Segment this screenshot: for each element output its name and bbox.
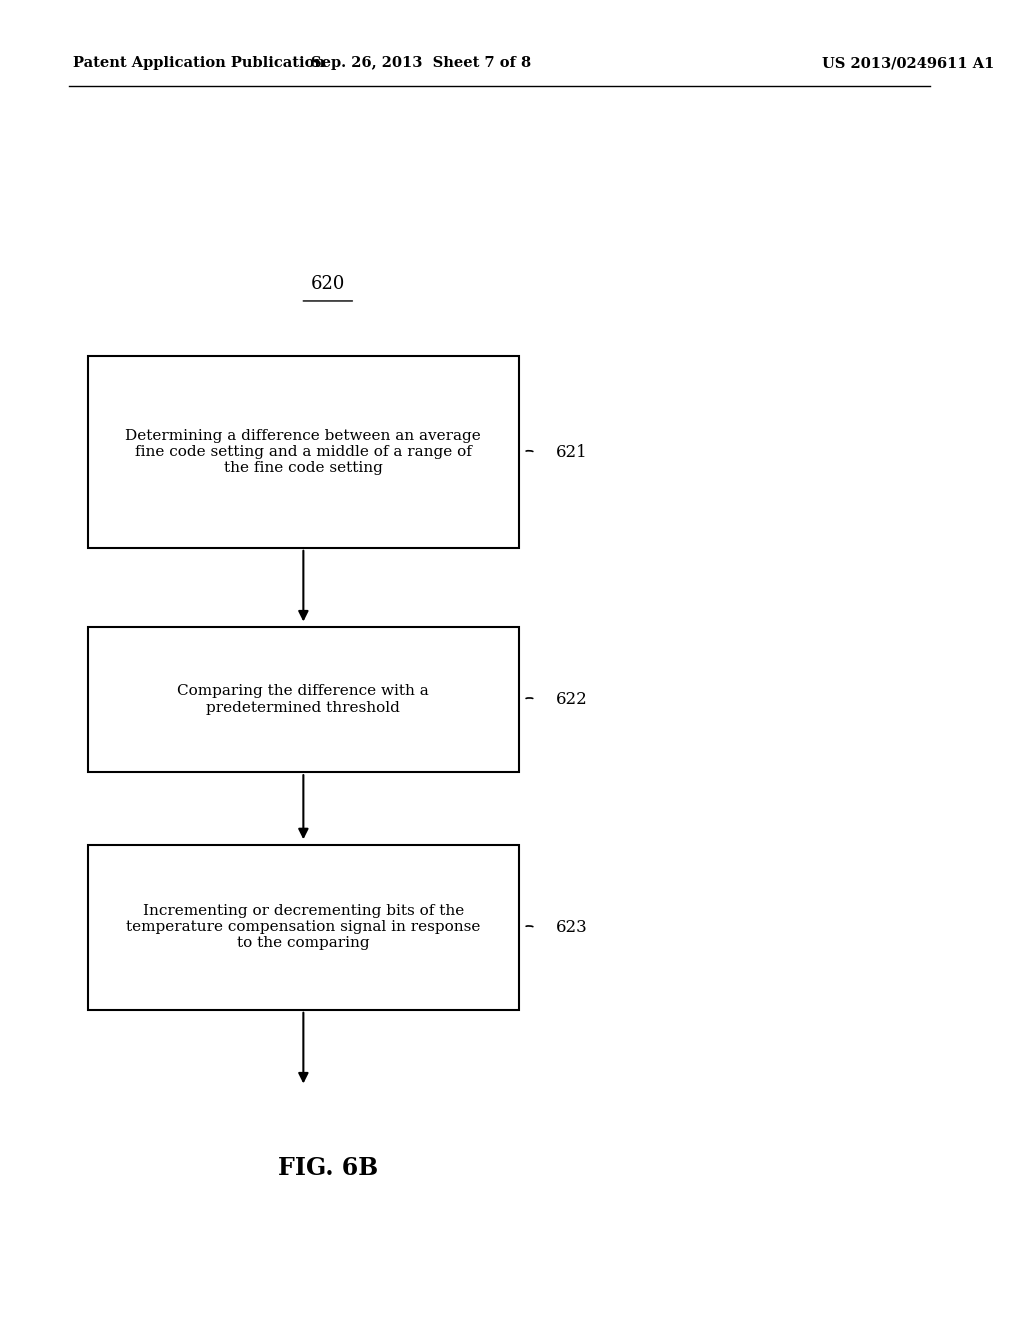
FancyBboxPatch shape bbox=[88, 845, 519, 1010]
Text: FIG. 6B: FIG. 6B bbox=[278, 1156, 378, 1180]
Text: 621: 621 bbox=[556, 445, 588, 461]
Text: Patent Application Publication: Patent Application Publication bbox=[74, 57, 326, 70]
FancyBboxPatch shape bbox=[88, 356, 519, 548]
Text: Comparing the difference with a
predetermined threshold: Comparing the difference with a predeter… bbox=[177, 685, 429, 714]
FancyBboxPatch shape bbox=[88, 627, 519, 772]
Text: 622: 622 bbox=[556, 692, 588, 708]
Text: 620: 620 bbox=[310, 275, 345, 293]
Text: Determining a difference between an average
fine code setting and a middle of a : Determining a difference between an aver… bbox=[126, 429, 481, 475]
Text: Incrementing or decrementing bits of the
temperature compensation signal in resp: Incrementing or decrementing bits of the… bbox=[126, 904, 480, 950]
Text: 623: 623 bbox=[556, 920, 588, 936]
Text: Sep. 26, 2013  Sheet 7 of 8: Sep. 26, 2013 Sheet 7 of 8 bbox=[310, 57, 530, 70]
Text: US 2013/0249611 A1: US 2013/0249611 A1 bbox=[822, 57, 994, 70]
